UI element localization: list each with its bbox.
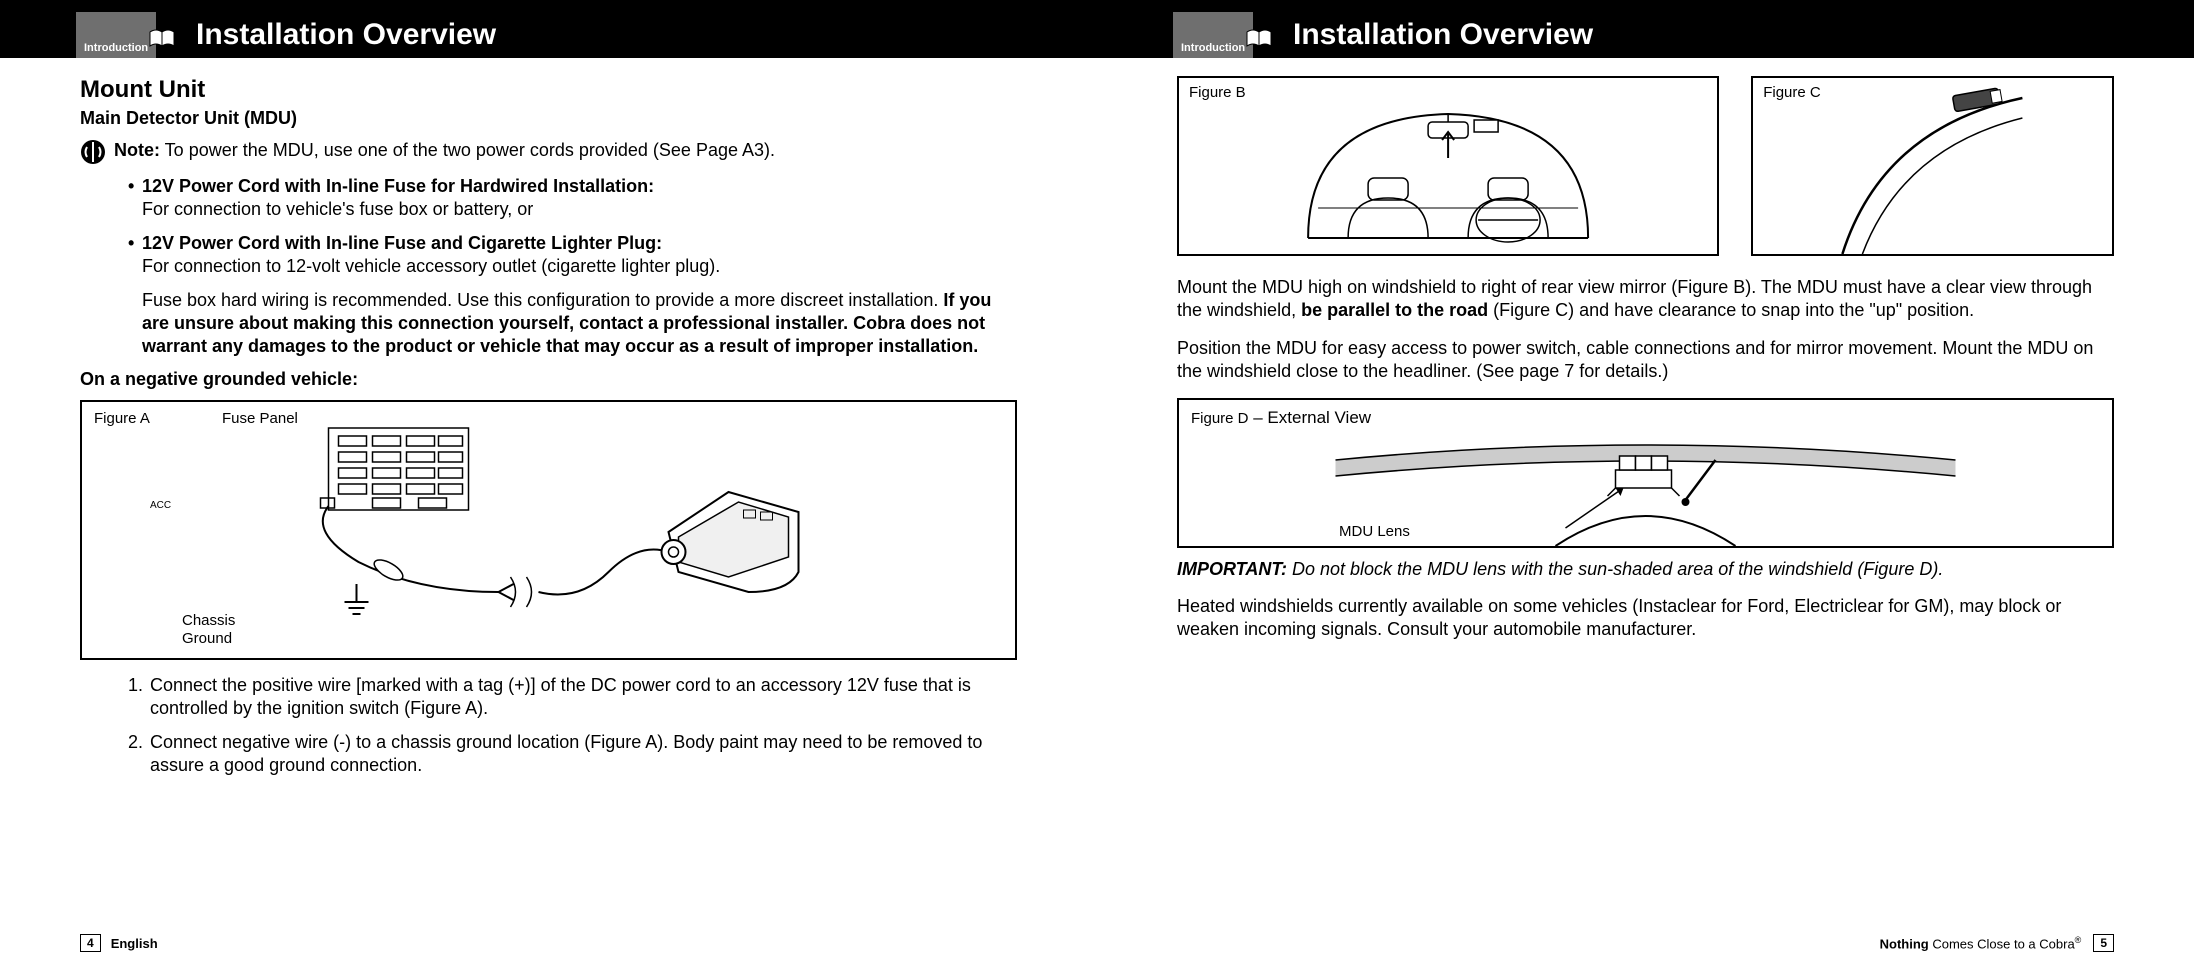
important-text: Do not block the MDU lens with the sun-s… xyxy=(1287,559,1943,579)
footer-slogan-bold: Nothing xyxy=(1880,936,1929,951)
page-num-right: 5 xyxy=(2093,934,2114,952)
bullet-2-rest: For connection to 12-volt vehicle access… xyxy=(142,256,720,276)
step-2: 2. Connect negative wire (-) to a chassi… xyxy=(128,731,1017,778)
header-title-left: Installation Overview xyxy=(196,18,496,52)
footer-lang: English xyxy=(111,936,158,951)
figure-b: Figure B xyxy=(1177,76,1719,256)
mount-para-2: Position the MDU for easy access to powe… xyxy=(1177,337,2114,384)
figure-c: Figure C xyxy=(1751,76,2114,256)
footer-slogan-rest: Comes Close to a Cobra xyxy=(1929,936,2075,951)
install-warning-pre: Fuse box hard wiring is recommended. Use… xyxy=(142,290,943,310)
important-label: IMPORTANT: xyxy=(1177,559,1287,579)
mount-para-1: Mount the MDU high on windshield to righ… xyxy=(1177,276,2114,323)
note-row: Note: To power the MDU, use one of the t… xyxy=(80,139,1017,165)
right-content: Figure B xyxy=(1097,58,2194,642)
header-tab-left: Introduction xyxy=(76,12,156,58)
footer-left: 4 English xyxy=(80,934,1017,952)
figure-row: Figure B xyxy=(1177,76,2114,256)
page-num-left: 4 xyxy=(80,934,101,952)
install-warning: Fuse box hard wiring is recommended. Use… xyxy=(142,289,1017,359)
step-2-text: Connect negative wire (-) to a chassis g… xyxy=(150,731,1017,778)
important-note: IMPORTANT: Do not block the MDU lens wit… xyxy=(1177,558,2114,581)
figure-a: Figure A Fuse Panel ACC Chassis Ground xyxy=(80,400,1017,660)
subsection-title: Main Detector Unit (MDU) xyxy=(80,108,1017,129)
neg-ground-heading: On a negative grounded vehicle: xyxy=(80,369,1017,390)
header-bar-right: Introduction Installation Overview xyxy=(1097,0,2194,58)
footer-reg: ® xyxy=(2075,935,2082,945)
bullet-list: 12V Power Cord with In-line Fuse for Har… xyxy=(128,175,1017,279)
bullet-1-rest: For connection to vehicle's fuse box or … xyxy=(142,199,533,219)
figure-b-diagram xyxy=(1179,78,1717,254)
step-1-text: Connect the positive wire [marked with a… xyxy=(150,674,1017,721)
left-content: Mount Unit Main Detector Unit (MDU) Note… xyxy=(0,58,1097,777)
steps-list: 1. Connect the positive wire [marked wit… xyxy=(128,674,1017,778)
header-bar-left: Introduction Installation Overview xyxy=(0,0,1097,58)
note-label: Note: xyxy=(114,140,160,160)
bullet-1: 12V Power Cord with In-line Fuse for Har… xyxy=(128,175,1017,222)
footer-right: Nothing Comes Close to a Cobra® 5 xyxy=(1177,934,2114,952)
mount-para-1-post: (Figure C) and have clearance to snap in… xyxy=(1488,300,1974,320)
step-1: 1. Connect the positive wire [marked wit… xyxy=(128,674,1017,721)
step-2-num: 2. xyxy=(128,731,150,778)
section-title: Mount Unit xyxy=(80,76,1017,104)
right-page: Introduction Installation Overview Figur… xyxy=(1097,0,2194,976)
page-spread: Introduction Installation Overview Mount… xyxy=(0,0,2194,976)
left-page: Introduction Installation Overview Mount… xyxy=(0,0,1097,976)
figure-d: Figure D – External View xyxy=(1177,398,2114,548)
bullet-1-bold: 12V Power Cord with In-line Fuse for Har… xyxy=(142,176,654,196)
note-icon xyxy=(80,139,106,165)
footer-slogan: Nothing Comes Close to a Cobra® xyxy=(1880,935,2082,951)
note-text: Note: To power the MDU, use one of the t… xyxy=(114,139,775,162)
header-tab-right: Introduction xyxy=(1173,12,1253,58)
book-icon xyxy=(148,28,176,50)
heated-windshield-para: Heated windshields currently available o… xyxy=(1177,595,2114,642)
note-body: To power the MDU, use one of the two pow… xyxy=(160,140,775,160)
mdu-lens-label: MDU Lens xyxy=(1339,523,1410,540)
bullet-2-bold: 12V Power Cord with In-line Fuse and Cig… xyxy=(142,233,662,253)
figure-d-diagram xyxy=(1179,400,2112,546)
mount-para-1-bold: be parallel to the road xyxy=(1301,300,1488,320)
figure-a-diagram xyxy=(82,402,1015,658)
book-icon-right xyxy=(1245,28,1273,50)
header-title-right: Installation Overview xyxy=(1293,18,1593,52)
figure-c-diagram xyxy=(1753,78,2112,254)
step-1-num: 1. xyxy=(128,674,150,721)
bullet-2: 12V Power Cord with In-line Fuse and Cig… xyxy=(128,232,1017,279)
